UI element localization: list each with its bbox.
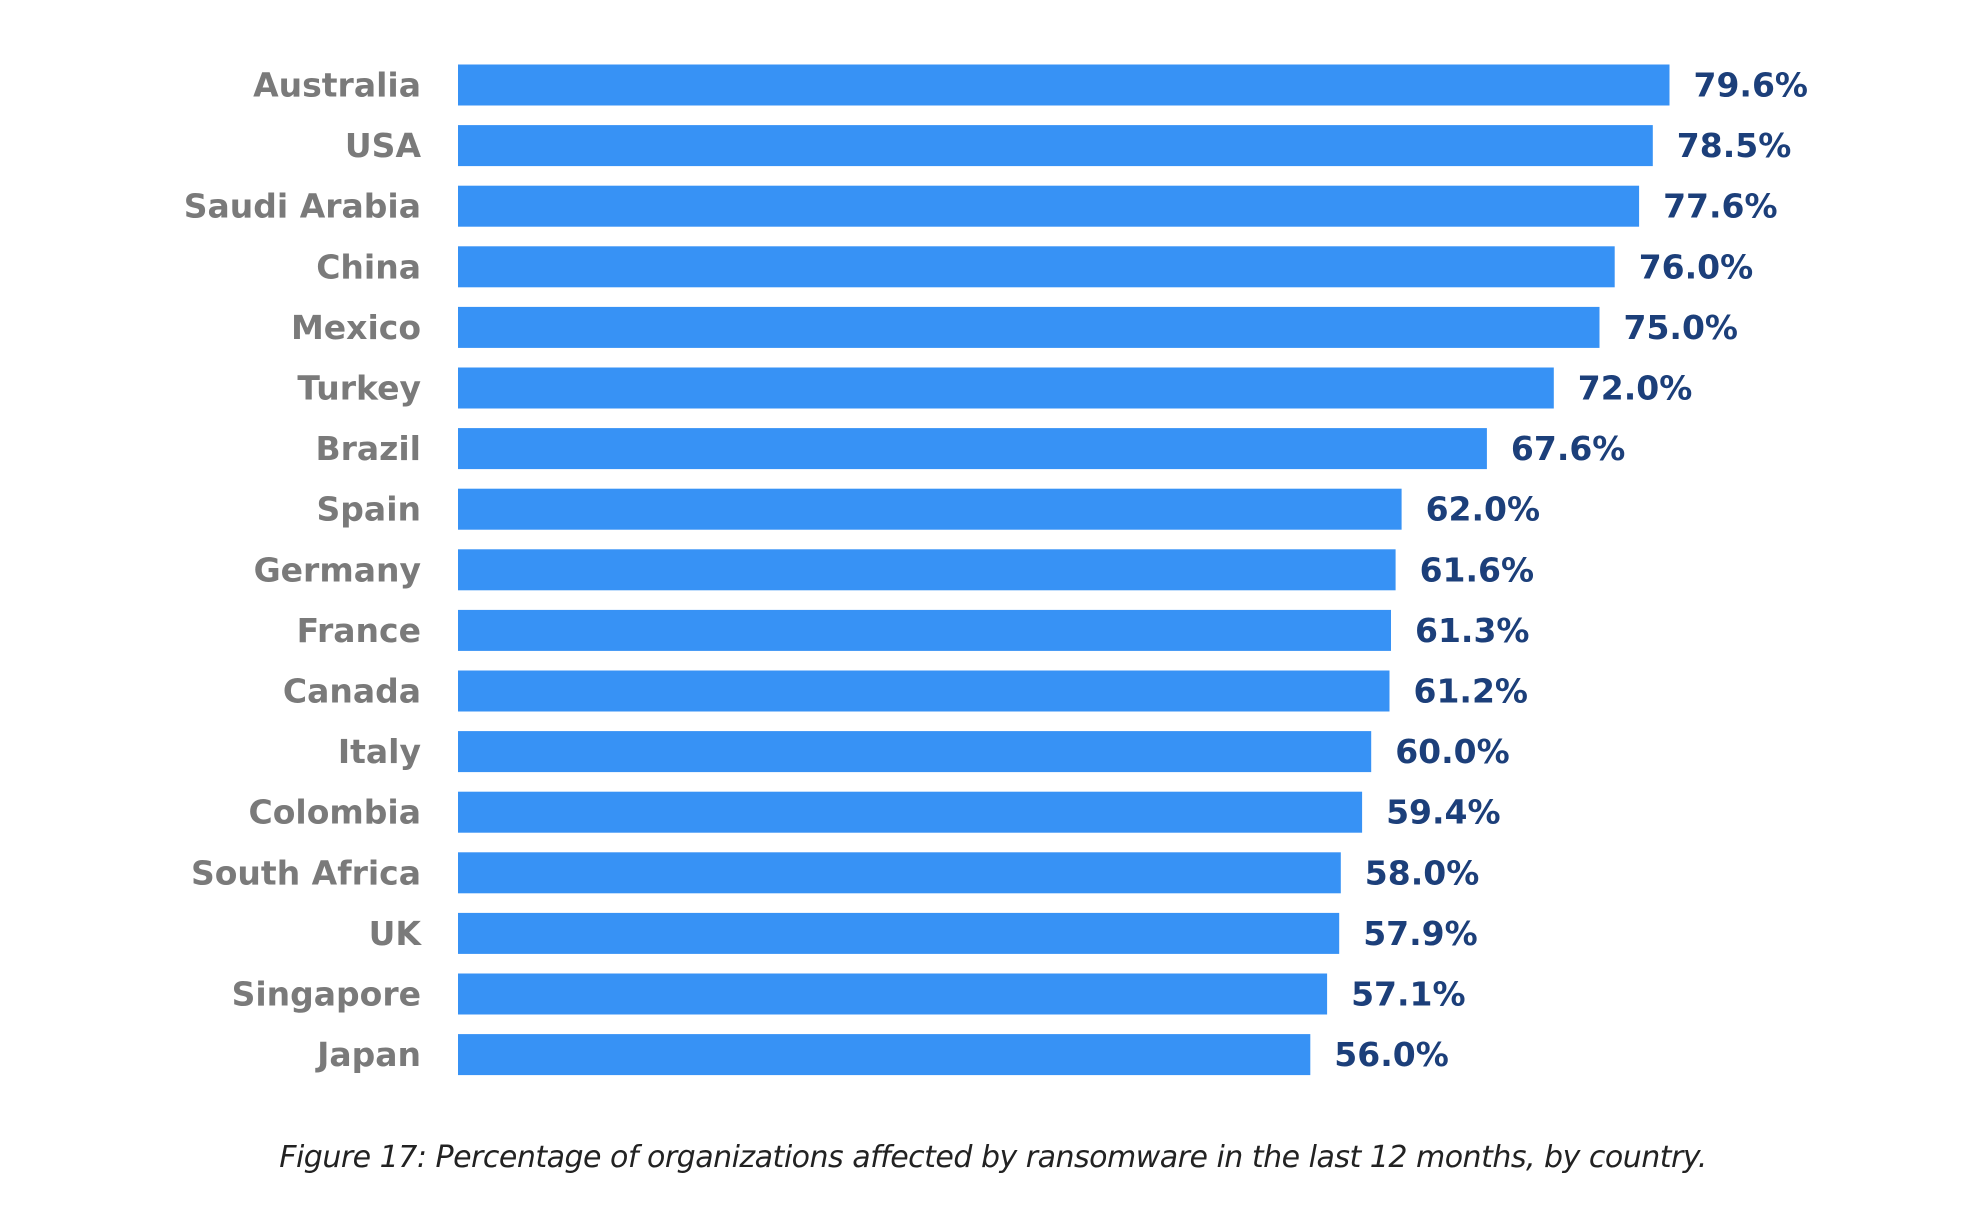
- bar: [458, 125, 1653, 167]
- category-label: South Africa: [191, 853, 421, 892]
- figure-caption: Figure 17: Percentage of organizations a…: [279, 1140, 1707, 1175]
- category-label: Turkey: [297, 369, 421, 408]
- bar: [458, 609, 1391, 651]
- bar: [458, 912, 1340, 954]
- category-label: Brazil: [315, 429, 421, 468]
- category-label: Mexico: [291, 308, 421, 347]
- value-label: 67.6%: [1511, 429, 1626, 468]
- value-label: 59.4%: [1386, 793, 1501, 832]
- value-label: 61.3%: [1415, 611, 1530, 650]
- value-label: 79.6%: [1694, 66, 1809, 105]
- value-label: 57.1%: [1351, 975, 1466, 1014]
- bar-chart: Australia 79.6% USA 78.5% Saudi Arabia 77.6% C…: [184, 64, 1809, 1076]
- category-label: Canada: [283, 672, 421, 711]
- bar: [458, 852, 1341, 894]
- value-label: 61.6%: [1420, 550, 1535, 589]
- value-label: 60.0%: [1395, 732, 1510, 771]
- category-label: Saudi Arabia: [184, 187, 421, 226]
- bar: [458, 488, 1402, 530]
- bar: [458, 549, 1396, 591]
- category-label: Spain: [317, 490, 421, 529]
- bar: [458, 306, 1600, 348]
- bar: [458, 731, 1372, 773]
- category-label: Germany: [254, 550, 421, 589]
- bar: [458, 791, 1363, 833]
- value-label: 72.0%: [1578, 369, 1693, 408]
- value-label: 56.0%: [1334, 1035, 1449, 1074]
- value-label: 77.6%: [1663, 187, 1778, 226]
- category-label: Colombia: [249, 793, 421, 832]
- bar: [458, 973, 1328, 1015]
- category-label: USA: [345, 126, 422, 165]
- category-label: Singapore: [232, 975, 421, 1014]
- category-label: UK: [369, 914, 423, 953]
- value-label: 57.9%: [1363, 914, 1478, 953]
- bar: [458, 246, 1615, 288]
- value-label: 78.5%: [1677, 126, 1792, 165]
- bar: [458, 670, 1390, 712]
- bar: [458, 185, 1640, 227]
- category-label: Australia: [253, 66, 421, 105]
- category-label: Japan: [315, 1035, 421, 1074]
- value-label: 58.0%: [1365, 853, 1480, 892]
- value-label: 76.0%: [1639, 247, 1754, 286]
- bar: [458, 367, 1554, 409]
- bar: [458, 1034, 1311, 1076]
- value-label: 61.2%: [1414, 672, 1529, 711]
- bar: [458, 428, 1487, 470]
- bar: [458, 64, 1670, 106]
- value-label: 75.0%: [1624, 308, 1739, 347]
- category-label: China: [316, 247, 421, 286]
- category-label: Italy: [338, 732, 421, 771]
- value-label: 62.0%: [1426, 490, 1541, 529]
- category-label: France: [297, 611, 421, 650]
